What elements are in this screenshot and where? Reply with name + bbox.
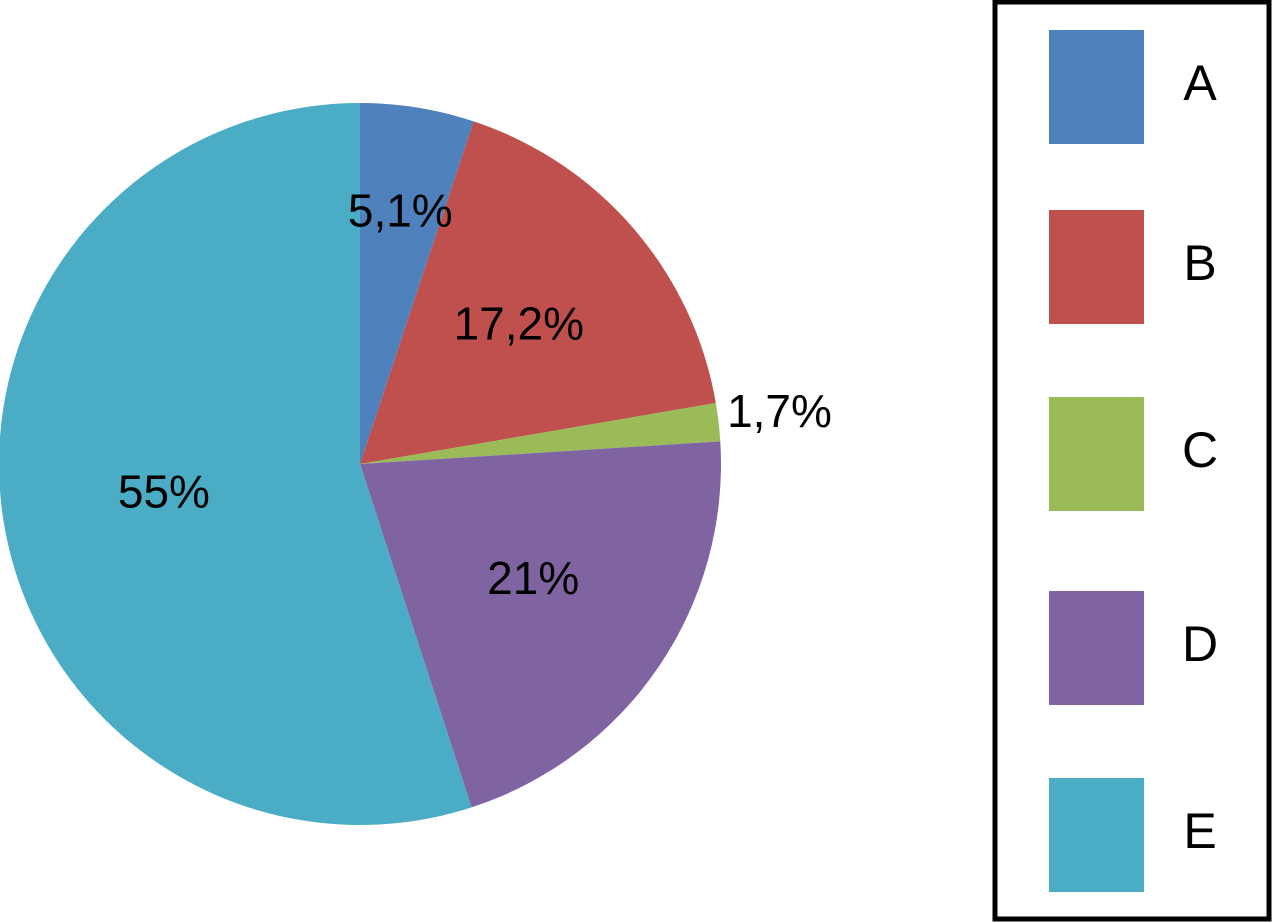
legend-swatch-a	[1049, 30, 1144, 144]
legend-swatch-e	[1049, 778, 1144, 892]
legend-label-b: B	[1183, 235, 1216, 291]
pie-slice-d	[360, 441, 722, 808]
legend-label-a: A	[1183, 55, 1217, 111]
slice-label-c: 1,7%	[727, 385, 832, 437]
pie-slices	[0, 103, 722, 825]
legend-label-c: C	[1182, 422, 1218, 478]
pie-slice-e	[0, 103, 472, 825]
slice-label-a: 5,1%	[348, 185, 453, 237]
legend-swatch-d	[1049, 591, 1144, 705]
legend-frame	[992, 0, 1272, 922]
slice-label-d: 21%	[487, 552, 579, 604]
pie-slice-c	[360, 403, 721, 464]
slice-label-e: 55%	[118, 465, 210, 517]
legend-label-d: D	[1182, 616, 1218, 672]
legend-swatch-c	[1049, 397, 1144, 511]
legend-swatch-b	[1049, 210, 1144, 324]
pie-slice-b	[360, 121, 716, 464]
legend-label-e: E	[1183, 803, 1216, 859]
pie-slice-a	[360, 103, 474, 464]
pie-slice-labels: 5,1% 17,2% 1,7% 21% 55%	[118, 185, 832, 604]
slice-label-b: 17,2%	[454, 298, 584, 350]
legend: A B C D E	[992, 0, 1272, 922]
